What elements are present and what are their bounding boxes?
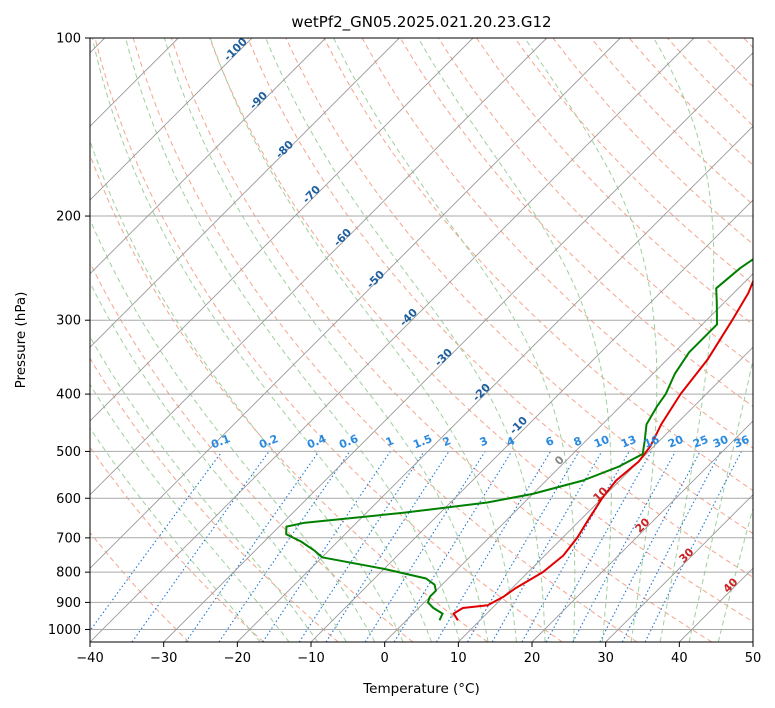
moist-adiabat [688,356,753,642]
moist-adiabat [91,38,432,642]
x-tick-label: 0 [381,651,389,666]
dry-adiabat [90,446,264,642]
isotherm-line [90,38,695,642]
mixing-ratio-label: 16 [642,433,661,451]
x-tick-label: 30 [597,651,614,666]
y-tick-label: 700 [56,531,81,546]
moist-adiabat [90,335,319,642]
x-axis-label: Temperature (°C) [362,681,480,697]
mixing-ratio-line [545,451,652,642]
isotherm-line [90,38,400,348]
dry-adiabat [247,38,753,578]
x-tick-label: 20 [524,651,541,666]
y-tick-label: 200 [56,210,81,225]
mixing-ratio-label: 30 [711,433,730,451]
plot-frame [89,37,754,643]
mixing-ratio-line [298,451,425,642]
y-tick-label: 1000 [48,623,81,638]
mixing-ratio-line [393,451,513,642]
mixing-ratio-label: 3 [478,434,490,449]
dry-adiabat [437,38,753,366]
isotherm-line [310,199,753,642]
x-tick-label: −30 [150,651,177,666]
x-tick-label: −20 [224,651,251,666]
isotherm-line [163,52,753,642]
mixing-ratio-label: 8 [572,434,584,449]
moist-adiabat [163,38,489,642]
isotherm-line [90,38,621,569]
y-tick-label: 100 [56,32,81,47]
chart-title: wetPf2_GN05.2025.021.20.23.G12 [291,13,551,32]
moist-adiabat [90,139,404,642]
y-tick-label: 500 [56,445,81,460]
dewpoint-trace [285,258,753,621]
isotherm-line [531,420,753,642]
mixing-ratio-line [621,451,722,642]
isotherm-line [236,125,753,642]
moist-adiabat [265,38,546,642]
series-layer [285,258,753,621]
moist-adiabat [717,506,753,642]
dry-adiabat [90,153,488,642]
mixing-ratio-line [218,451,351,642]
mixing-ratio-line [325,451,450,642]
isotherm-line [605,494,753,642]
x-tick-label: −10 [297,651,324,666]
mixing-ratio-line [185,451,320,642]
mixing-ratio-label: 36 [732,433,751,451]
y-tick-label: 600 [56,492,81,507]
moist-adiabat [333,38,576,642]
x-tick-label: −40 [76,651,103,666]
grid-layer [90,38,753,642]
moist-adiabat [653,38,715,642]
y-tick-label: 400 [56,388,81,403]
mixing-ratio-line [572,451,676,642]
x-tick-label: 10 [450,651,467,666]
mixing-ratio-line [90,451,223,632]
moist-adiabat [90,383,290,642]
isotherm-line [384,273,753,642]
mixing-ratio-label: 10 [592,433,611,451]
x-tick-label: 50 [745,651,762,666]
mixing-ratio-line [644,451,742,642]
mixing-ratio-label: 20 [666,433,685,451]
dry-adiabat [170,38,712,642]
mixing-ratio-label: 25 [691,433,710,451]
mixing-ratio-label: 2 [441,434,453,449]
dry-adiabat [476,38,753,326]
x-tick-label: 40 [671,651,688,666]
axis-layer: −40 −30 −20 −10 0 10 20 30 40 50 100 200 300 400 500 60… [48,32,761,667]
y-tick-label: 800 [56,566,81,581]
mixing-ratio-label: 1 [384,434,396,449]
isotherm-line [90,38,474,422]
y-tick-label: 300 [56,314,81,329]
isotherm-line [457,346,753,642]
moist-adiabat [524,38,658,642]
moist-adiabat [125,38,461,642]
isotherm-line [90,38,253,201]
dry-adiabat [94,38,563,642]
isotherm-line [90,38,548,496]
dry-adiabat [514,38,753,285]
temperature-trace [452,278,753,621]
y-tick-label: 900 [56,596,81,611]
moist-adiabat [90,427,261,642]
dry-adiabat [90,357,339,642]
moist-adiabat [90,218,376,642]
dry-adiabat [361,38,753,449]
isotherm-line [90,38,327,275]
mixing-ratio-label: 13 [619,433,638,451]
mixing-ratio-line [262,451,391,642]
y-axis-label: Pressure (hPa) [13,292,29,389]
